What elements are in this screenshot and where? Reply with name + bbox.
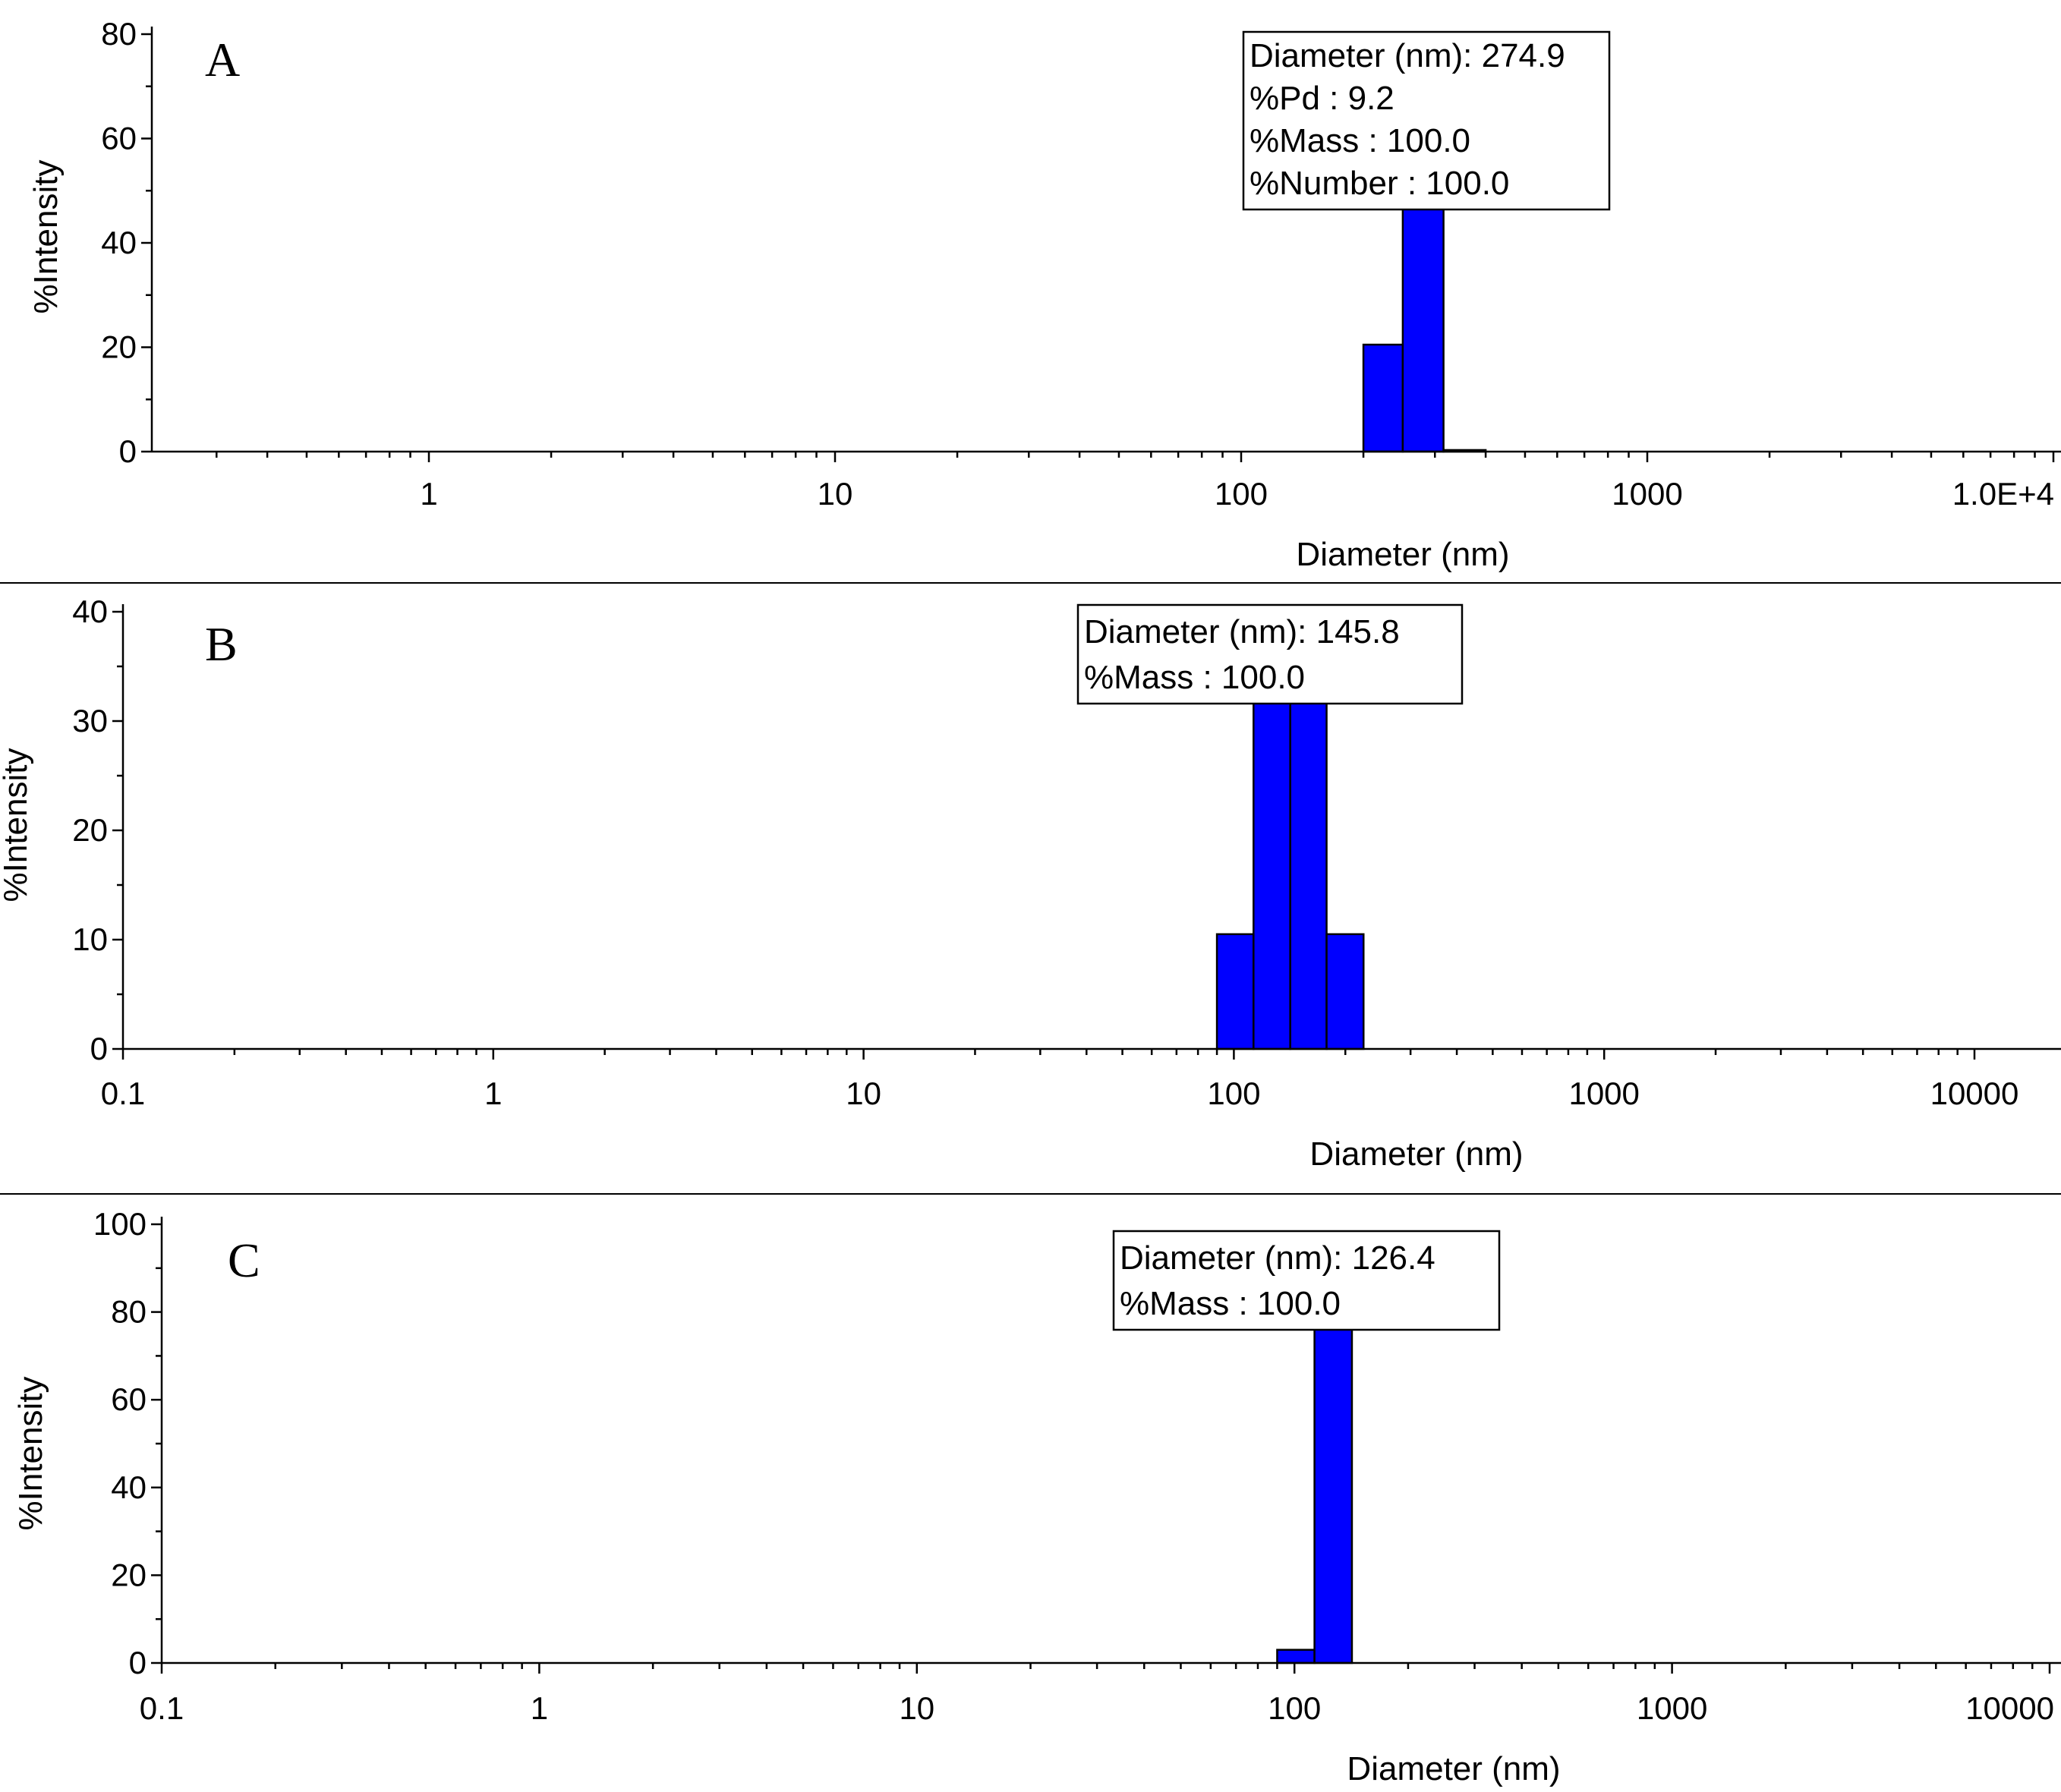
x-tick-label: 1000	[1612, 476, 1682, 512]
y-tick-label: 40	[72, 594, 108, 629]
y-tick-label: 10	[72, 921, 108, 957]
y-tick-label: 60	[111, 1381, 147, 1417]
histogram-bar	[1276, 1649, 1316, 1664]
annotation-frame	[1242, 30, 1611, 211]
annotation-line: %Mass : 100.0	[1120, 1285, 1341, 1322]
x-tick-label: 10	[846, 1076, 881, 1111]
chart-panel-c: 0 20 40 60 80 100 0.1 1 10 100 1000 10000 Diameter (…	[12, 1206, 2061, 1787]
chart-panel-a: 0 20 40 60 80 1 10 100 1000 1.0E+4 Diameter (nm) %I…	[27, 16, 2061, 573]
y-tick-label: 0	[119, 433, 137, 469]
annotation-line: %Number : 100.0	[1250, 165, 1509, 202]
histogram-bar	[1362, 343, 1404, 453]
y-tick-label: 60	[101, 121, 137, 156]
x-tick-label: 100	[1215, 476, 1268, 512]
x-tick-label: 1	[420, 476, 437, 512]
y-axis-title: %Intensity	[27, 160, 65, 314]
histogram-bar	[1325, 933, 1365, 1050]
panel-label: C	[228, 1233, 260, 1287]
panel-label: B	[205, 617, 238, 671]
y-tick-label: 40	[111, 1469, 147, 1505]
annotation-box: Diameter (nm): 274.9 %Pd : 9.2 %Mass : 100…	[1242, 30, 1611, 211]
x-axis-title: Diameter (nm)	[1309, 1135, 1523, 1173]
y-tick-label: 0	[90, 1031, 108, 1066]
x-tick-label: 10	[818, 476, 853, 512]
annotation-frame	[1076, 603, 1464, 705]
y-tick-label: 30	[72, 703, 108, 739]
annotation-line: %Pd : 9.2	[1250, 80, 1394, 117]
annotation-line: Diameter (nm): 274.9	[1250, 37, 1565, 74]
y-tick-label: 20	[101, 329, 137, 365]
y-tick-label: 0	[129, 1645, 147, 1680]
x-tick-label: 0.1	[101, 1076, 145, 1111]
x-tick-label: 1000	[1637, 1690, 1707, 1726]
panel-label: A	[205, 33, 240, 87]
y-tick-label: 100	[93, 1206, 147, 1242]
annotation-line: Diameter (nm): 126.4	[1120, 1239, 1435, 1277]
annotation-line: %Mass : 100.0	[1250, 122, 1470, 159]
x-tick-label: 1000	[1568, 1076, 1639, 1111]
histogram-bar	[1313, 1319, 1354, 1664]
x-tick-label: 10000	[1965, 1690, 2054, 1726]
x-tick-label: 1	[484, 1076, 502, 1111]
annotation-box: Diameter (nm): 126.4 %Mass : 100.0	[1112, 1230, 1501, 1331]
annotation-frame	[1112, 1230, 1501, 1331]
chart-panel-b: 0 10 20 30 40 0.1 1 10 100 1000 10000 Diameter (nm)…	[0, 594, 2061, 1173]
x-tick-label: 100	[1207, 1076, 1260, 1111]
y-tick-label: 20	[72, 812, 108, 848]
x-tick-label: 0.1	[140, 1690, 184, 1726]
x-tick-label: 1	[531, 1690, 548, 1726]
y-tick-label: 20	[111, 1557, 147, 1592]
y-tick-label: 80	[101, 16, 137, 52]
annotation-line: %Mass : 100.0	[1084, 659, 1305, 696]
x-tick-label: 1.0E+4	[1952, 476, 2054, 512]
histogram-bar	[1289, 698, 1328, 1050]
y-axis-title: %Intensity	[12, 1377, 49, 1531]
histogram-bar	[1215, 933, 1255, 1050]
x-tick-label: 10	[899, 1690, 934, 1726]
annotation-box: Diameter (nm): 145.8 %Mass : 100.0	[1076, 603, 1464, 705]
x-tick-label: 100	[1268, 1690, 1321, 1726]
y-tick-label: 40	[101, 225, 137, 260]
annotation-line: Diameter (nm): 145.8	[1084, 613, 1400, 650]
y-axis-title: %Intensity	[0, 748, 34, 902]
x-axis-title: Diameter (nm)	[1296, 536, 1509, 573]
x-tick-label: 10000	[1930, 1076, 2019, 1111]
y-tick-label: 80	[111, 1294, 147, 1330]
histogram-bar	[1253, 698, 1291, 1050]
x-axis-title: Diameter (nm)	[1347, 1750, 1560, 1787]
